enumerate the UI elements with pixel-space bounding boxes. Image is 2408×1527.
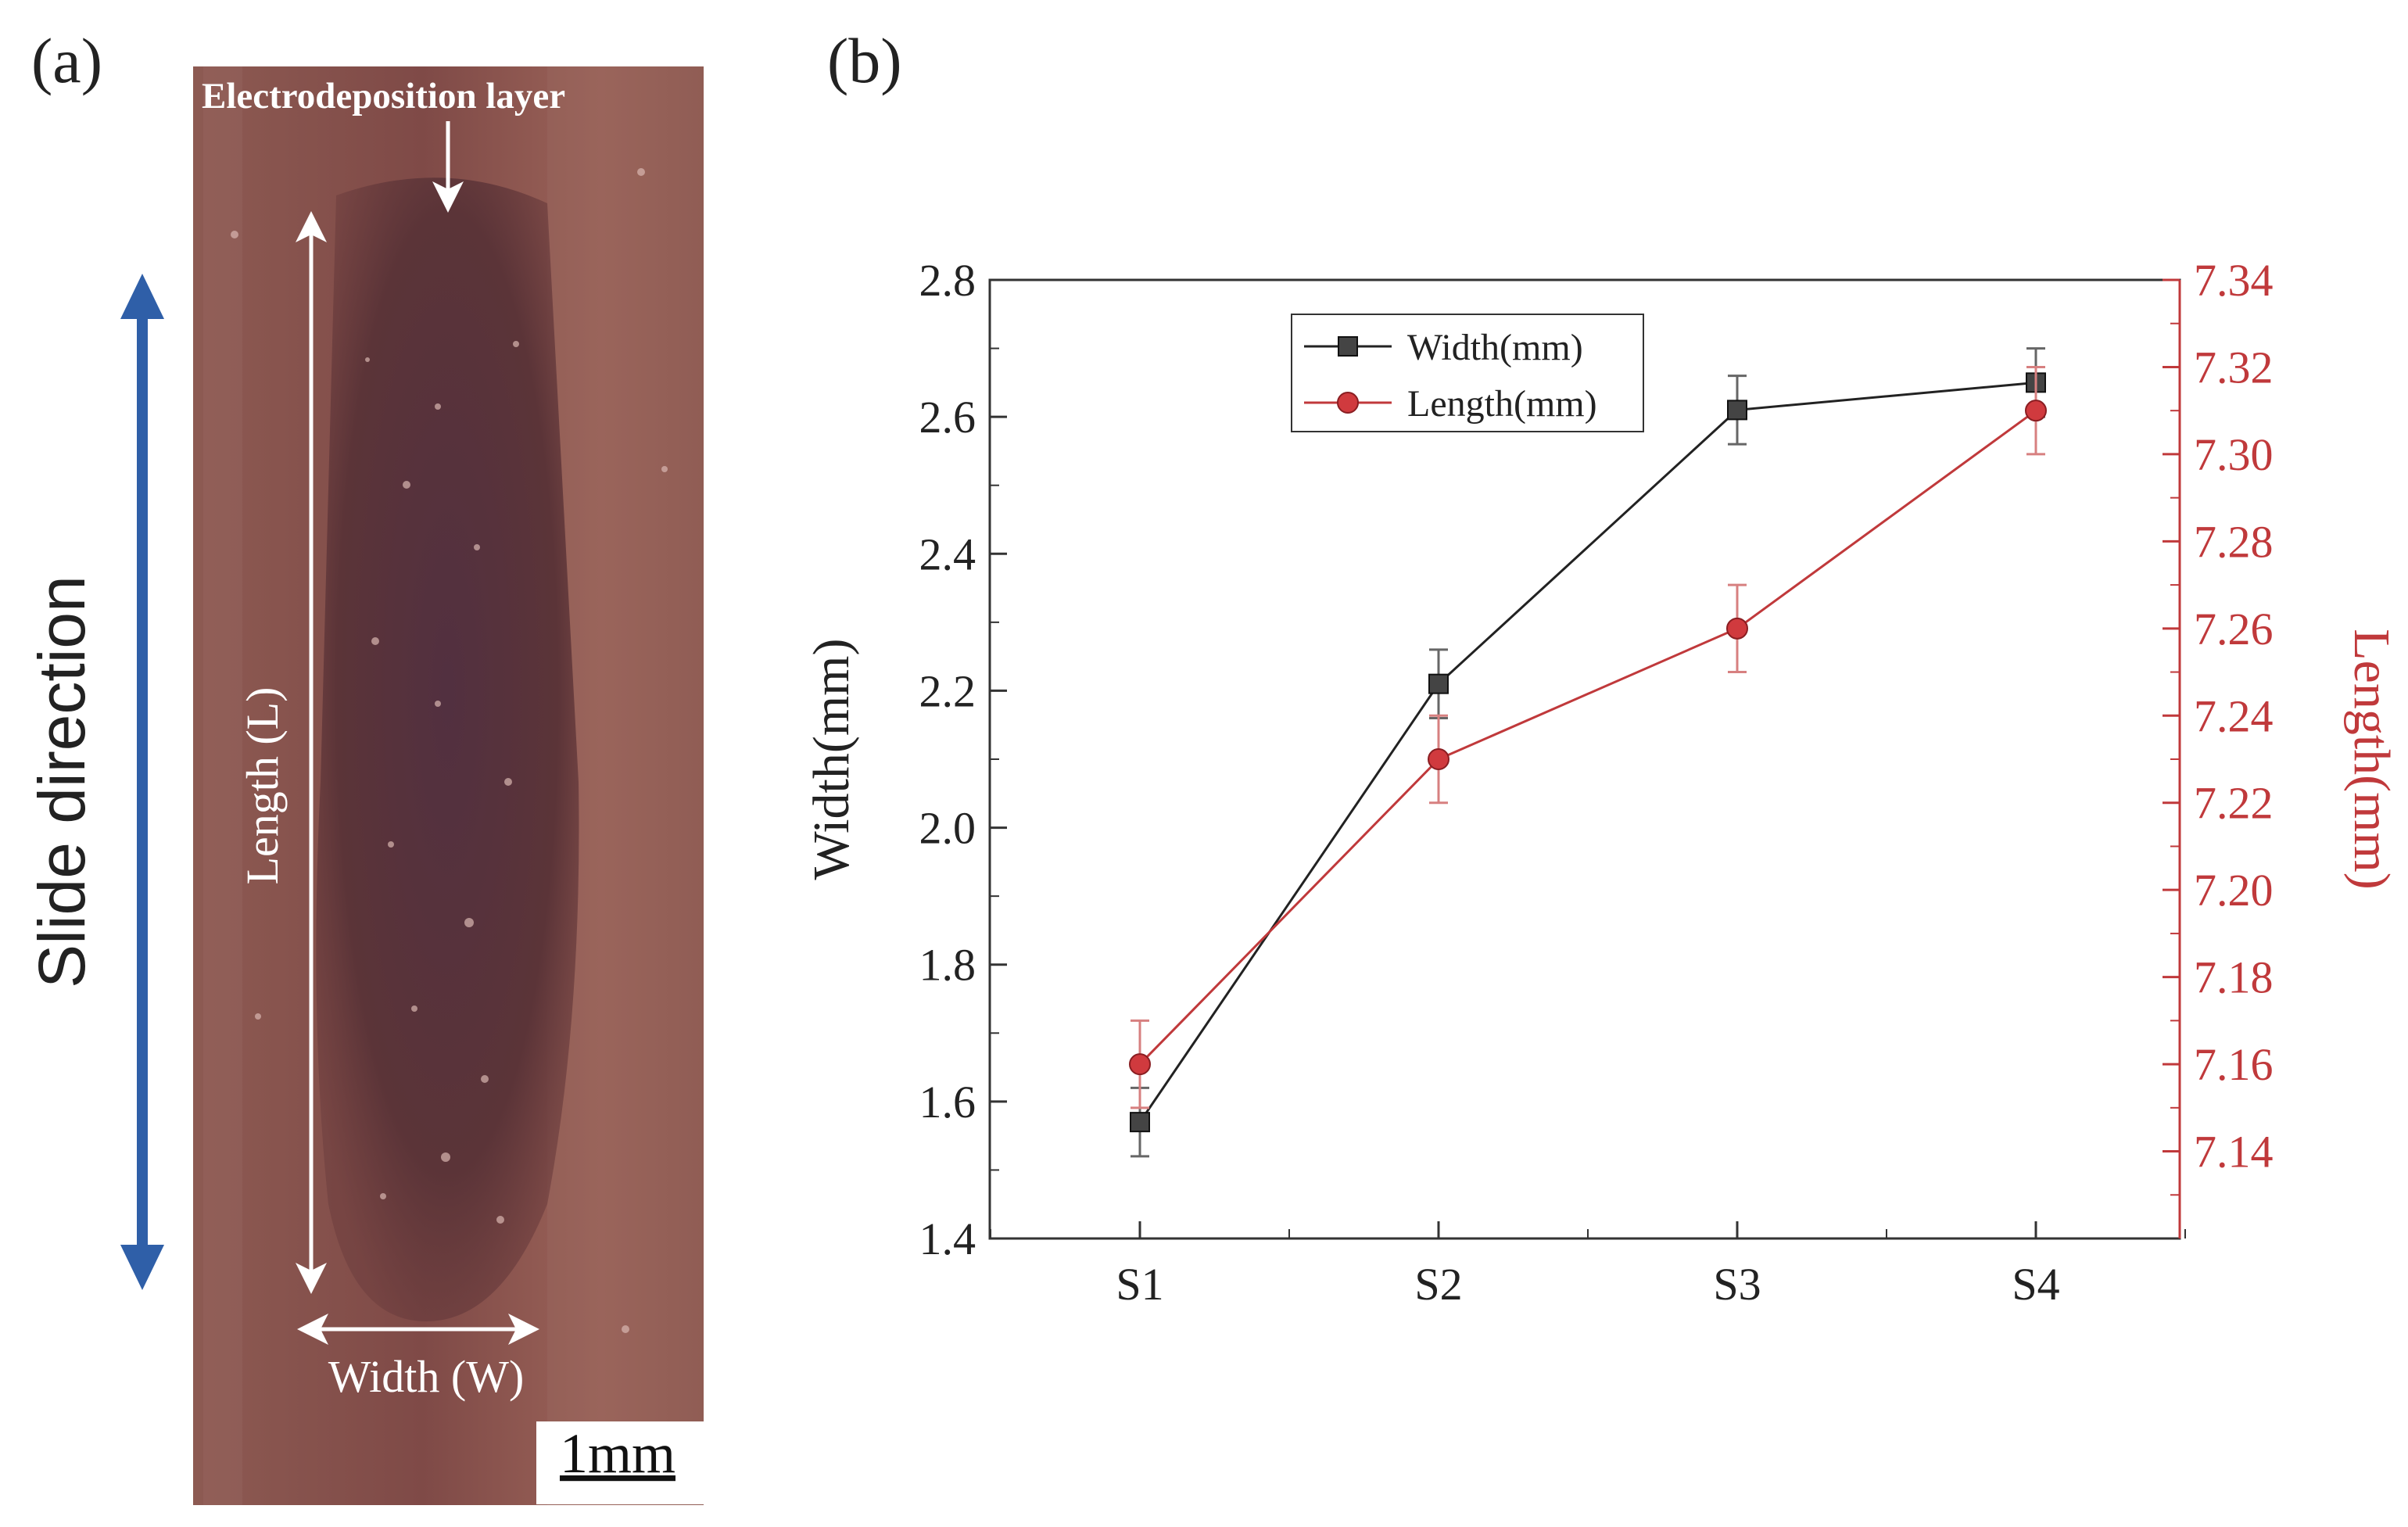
series-length bbox=[1129, 365, 2047, 1109]
panel-b: (b) 1.41.61.82.02.22.42.62.8 7.147.167.1… bbox=[803, 25, 2400, 1310]
legend-width-label: Width(mm) bbox=[1407, 327, 1583, 368]
scale-bar-label: 1mm bbox=[560, 1422, 675, 1485]
data-point bbox=[1428, 673, 1449, 694]
wear-track bbox=[316, 177, 579, 1322]
right-tick-label: 7.20 bbox=[2194, 865, 2274, 916]
data-point bbox=[1129, 1053, 1151, 1076]
right-tick-label: 7.32 bbox=[2194, 342, 2274, 393]
x-tick-label: S3 bbox=[1713, 1259, 1761, 1310]
left-tick-label: 2.0 bbox=[919, 803, 976, 854]
series-width bbox=[1130, 347, 2046, 1158]
right-tick-label: 7.14 bbox=[2194, 1127, 2274, 1178]
width-label: Width (W) bbox=[328, 1351, 525, 1402]
left-tick-label: 2.4 bbox=[919, 529, 976, 579]
legend-length-marker bbox=[1337, 392, 1359, 414]
slide-direction-arrow bbox=[120, 274, 164, 1290]
data-point bbox=[1428, 748, 1449, 770]
series-line bbox=[1138, 381, 2037, 1123]
panel-b-label: (b) bbox=[827, 25, 902, 96]
length-label: Length (L) bbox=[237, 687, 288, 885]
data-point bbox=[1727, 400, 1747, 421]
left-tick-label: 2.2 bbox=[919, 665, 976, 716]
data-point bbox=[1130, 1112, 1150, 1133]
data-point bbox=[1726, 617, 1748, 640]
right-tick-label: 7.26 bbox=[2194, 604, 2274, 654]
speckles bbox=[231, 168, 668, 1333]
y-right-axis-title: Length(mm) bbox=[2343, 629, 2400, 890]
x-axis-ticks: S1 S2 S3 S4 bbox=[990, 1221, 2186, 1310]
data-point bbox=[2025, 400, 2047, 422]
right-axis-ticks: 7.14 7.16 7.18 7.20 7.22 7.24 7.26 7.28 7.30 7.32… bbox=[2163, 255, 2274, 1196]
micrograph-image bbox=[193, 66, 704, 1505]
x-tick-label: S4 bbox=[2012, 1259, 2059, 1310]
right-tick-label: 7.16 bbox=[2194, 1039, 2274, 1090]
right-tick-label: 7.30 bbox=[2194, 429, 2274, 480]
slide-direction-label: Slide direction bbox=[25, 575, 99, 988]
right-tick-label: 7.34 bbox=[2194, 255, 2274, 306]
right-tick-label: 7.22 bbox=[2194, 778, 2274, 829]
series-layer bbox=[1129, 347, 2047, 1158]
line-chart: 1.4 1.6 1.8 2.0 2.2 2.4 2.6 2.8 7.14 7.16 7.18 7.2… bbox=[803, 255, 2400, 1310]
y-left-axis-title: Width(mm) bbox=[803, 639, 860, 880]
left-tick-label: 2.8 bbox=[919, 255, 976, 306]
panel-a: (a) Slide direction bbox=[25, 25, 704, 1505]
electrodeposition-layer-label: Electrodeposition layer bbox=[202, 76, 565, 116]
x-tick-label: S1 bbox=[1116, 1259, 1163, 1310]
left-tick-label: 1.4 bbox=[919, 1213, 976, 1264]
left-tick-label: 1.8 bbox=[919, 940, 976, 991]
right-tick-label: 7.24 bbox=[2194, 690, 2274, 741]
right-tick-label: 7.28 bbox=[2194, 516, 2274, 567]
legend-width-marker bbox=[1338, 336, 1358, 357]
panel-a-label: (a) bbox=[31, 25, 102, 96]
right-tick-label: 7.18 bbox=[2194, 952, 2274, 1003]
left-axis-ticks: 1.4 1.6 1.8 2.0 2.2 2.4 2.6 2.8 bbox=[919, 255, 1007, 1264]
x-tick-label: S2 bbox=[1414, 1259, 1462, 1310]
series-line bbox=[1138, 409, 2037, 1066]
left-tick-label: 2.6 bbox=[919, 392, 976, 443]
legend: Width(mm) Length(mm) bbox=[1291, 314, 1644, 432]
left-tick-label: 1.6 bbox=[919, 1077, 976, 1127]
legend-length-label: Length(mm) bbox=[1407, 383, 1597, 425]
scale-bar-box bbox=[536, 1421, 704, 1504]
